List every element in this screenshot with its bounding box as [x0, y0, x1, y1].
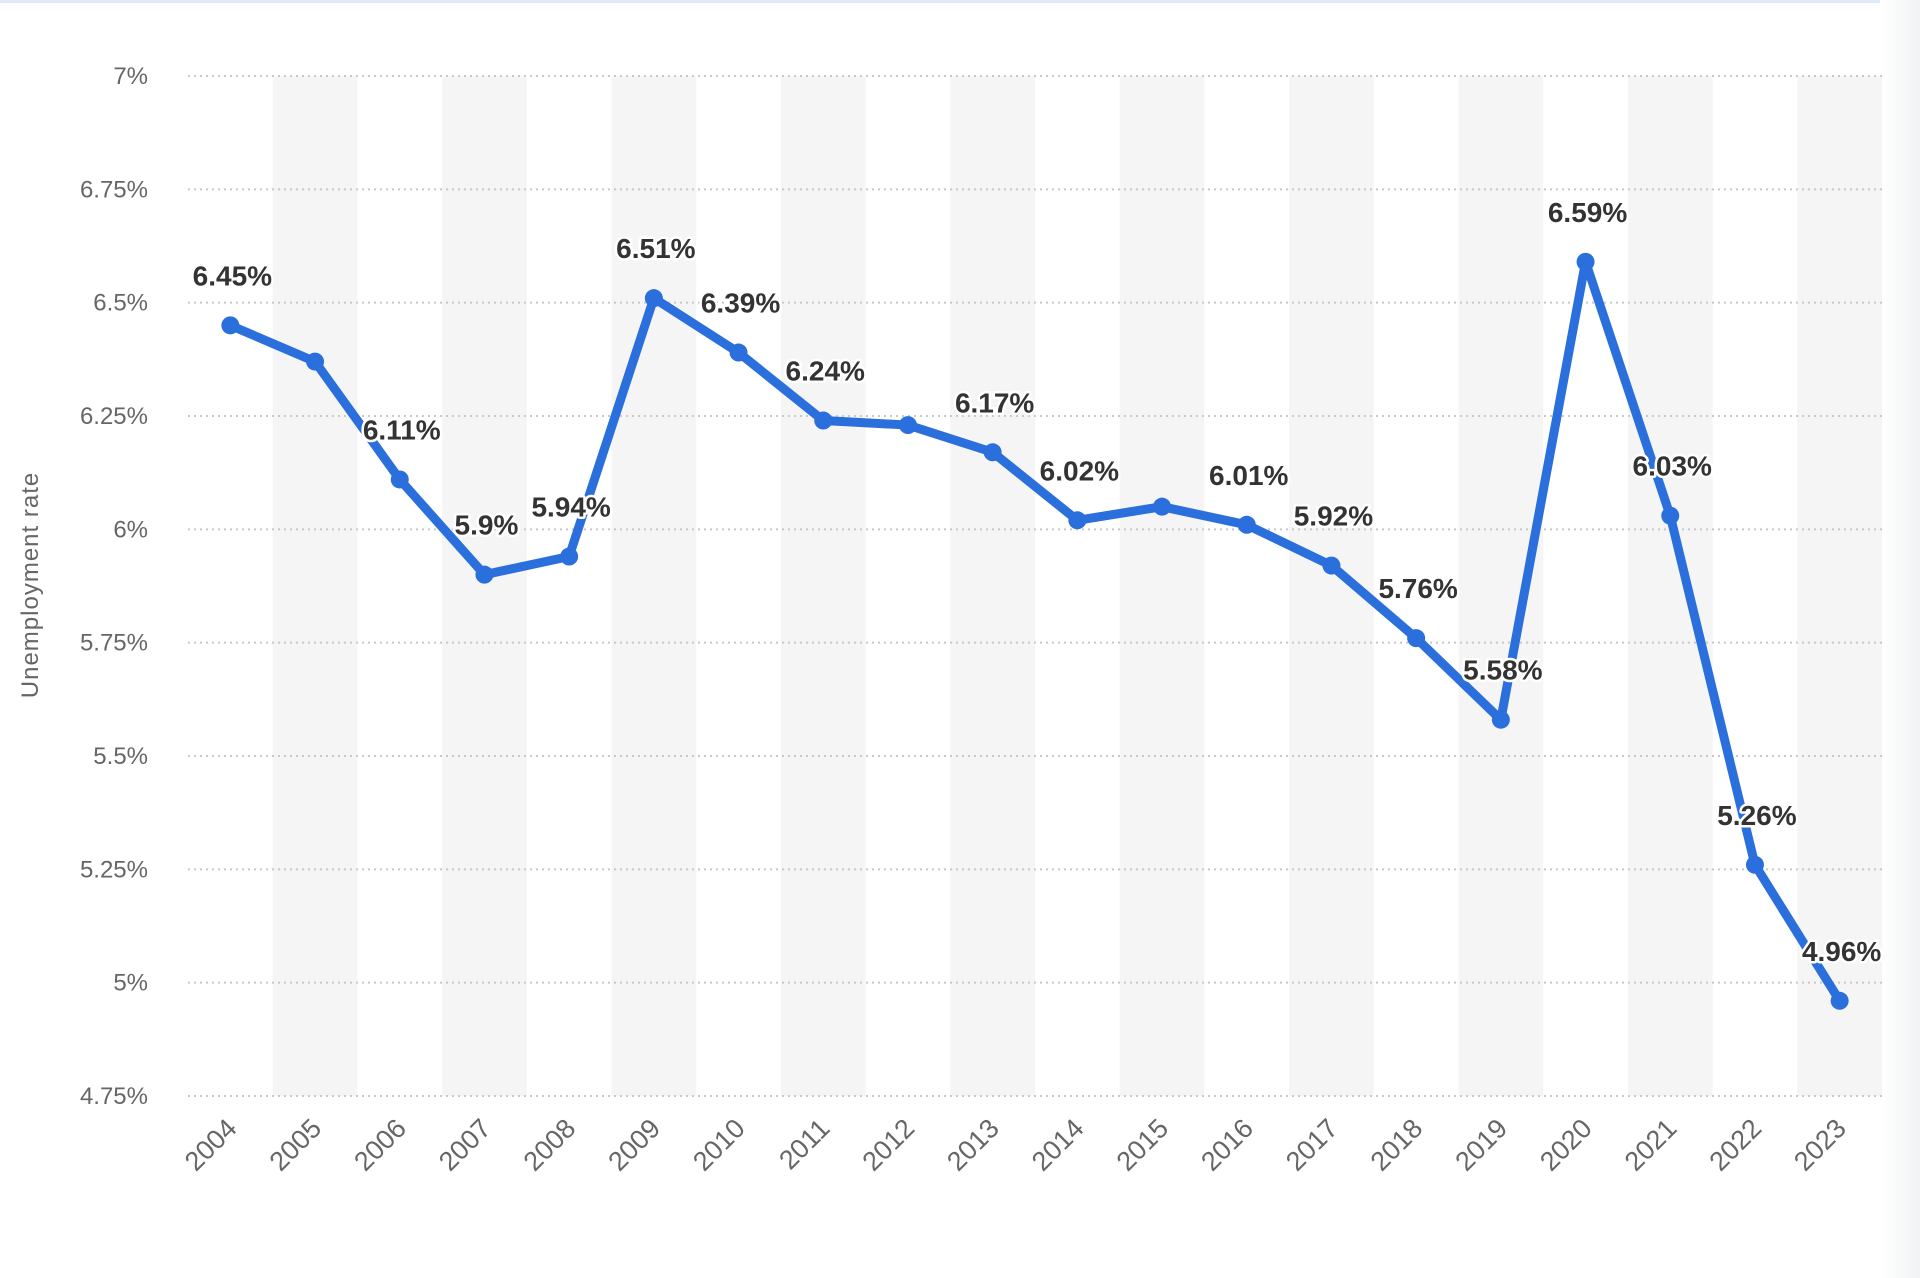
x-tick-label: 2020 [1534, 1113, 1598, 1177]
data-point [1407, 629, 1426, 648]
data-point [1068, 511, 1087, 530]
y-tick-label: 5.25% [80, 856, 148, 883]
data-point [644, 289, 663, 308]
data-label: 4.96% [1802, 936, 1881, 967]
x-tick-label: 2014 [1026, 1113, 1090, 1177]
data-label: 5.58% [1463, 655, 1542, 686]
x-tick-label: 2007 [433, 1113, 497, 1177]
right-edge-shade [1880, 0, 1920, 1278]
x-tick-label: 2011 [773, 1113, 835, 1175]
x-tick-label: 2006 [348, 1113, 412, 1177]
data-point [1745, 855, 1764, 874]
data-point [306, 352, 325, 371]
x-tick-label: 2023 [1788, 1113, 1852, 1177]
data-point [729, 343, 748, 362]
series-polyline [225, 257, 1845, 1006]
x-tick-label: 2004 [179, 1113, 243, 1177]
x-tick-label: 2005 [264, 1113, 328, 1177]
data-label: 6.59% [1548, 197, 1627, 228]
column-band [1119, 76, 1205, 1096]
column-band [611, 76, 697, 1096]
y-tick-label: 6.5% [93, 290, 148, 317]
data-point [1576, 252, 1595, 271]
data-point [1322, 556, 1341, 575]
column-band [272, 76, 358, 1096]
y-tick-label: 6.75% [80, 176, 148, 203]
data-label: 6.45% [193, 260, 272, 291]
column-band [1797, 76, 1882, 1096]
data-label: 6.01% [1209, 460, 1288, 491]
x-tick-label: 2019 [1449, 1113, 1513, 1177]
data-point [560, 547, 579, 566]
data-point [983, 443, 1002, 462]
x-tick-label: 2010 [687, 1113, 751, 1177]
data-label: 6.17% [955, 387, 1034, 418]
data-label: 5.9% [455, 510, 519, 541]
column-bands [272, 76, 1882, 1096]
data-point [1661, 506, 1680, 525]
data-label: 6.02% [1040, 455, 1119, 486]
data-point [1153, 497, 1172, 516]
column-band [950, 76, 1035, 1096]
y-tick-label: 6.25% [80, 403, 148, 430]
data-point [1830, 991, 1849, 1010]
top-rule [0, 0, 1920, 3]
data-point [475, 565, 494, 584]
column-band [1458, 76, 1544, 1096]
data-point [814, 411, 833, 430]
x-tick-label: 2008 [518, 1113, 582, 1177]
data-point [221, 316, 240, 335]
data-label: 6.11% [363, 414, 441, 445]
data-point [390, 470, 409, 489]
data-labels: 6.45% 6.11% 5.9% 5.94% 6.51%6.39% 6.24% 6.17% 6… [190, 194, 1884, 969]
data-label: 6.24% [786, 356, 865, 387]
data-point [1491, 710, 1510, 729]
data-label: 6.39% [701, 288, 780, 319]
x-axis-ticks: 2004 2005 2006 2007 2008 2009 2010 2011 2012 2013… [179, 1113, 1852, 1177]
x-tick-label: 2013 [941, 1113, 1005, 1177]
x-tick-label: 2016 [1195, 1113, 1259, 1177]
y-tick-label: 5.5% [93, 743, 148, 770]
data-label: 5.26% [1717, 800, 1796, 831]
y-tick-label: 4.75% [80, 1083, 148, 1110]
x-tick-label: 2015 [1111, 1113, 1175, 1177]
x-tick-label: 2012 [856, 1113, 920, 1177]
y-tick-label: 6% [113, 516, 148, 543]
x-tick-label: 2022 [1703, 1113, 1767, 1177]
data-label: 5.76% [1378, 573, 1457, 604]
data-point [1237, 515, 1256, 534]
column-band [1627, 76, 1713, 1096]
column-band [780, 76, 866, 1096]
y-axis-ticks: 4.75% 5% 5.25% 5.5% 5.75% 6% 6.25% 6.5% 6.75% 7% [80, 63, 148, 1110]
data-label: 5.94% [531, 492, 610, 523]
data-label: 6.51% [616, 233, 695, 264]
x-tick-label: 2009 [602, 1113, 666, 1177]
data-points [221, 252, 1849, 1010]
data-label: 6.03% [1633, 451, 1712, 482]
y-tick-label: 5.75% [80, 630, 148, 657]
y-tick-label: 5% [113, 970, 148, 997]
data-label: 5.92% [1294, 501, 1373, 532]
grid-lines [188, 75, 1882, 1097]
series-line [225, 257, 1845, 1006]
y-tick-label: 7% [113, 63, 148, 90]
data-point [898, 416, 917, 435]
x-tick-label: 2017 [1280, 1113, 1344, 1177]
x-tick-label: 2021 [1619, 1113, 1683, 1177]
column-band [442, 76, 527, 1096]
x-tick-label: 2018 [1365, 1113, 1429, 1177]
y-axis-label: Unemployment rate [17, 472, 44, 698]
